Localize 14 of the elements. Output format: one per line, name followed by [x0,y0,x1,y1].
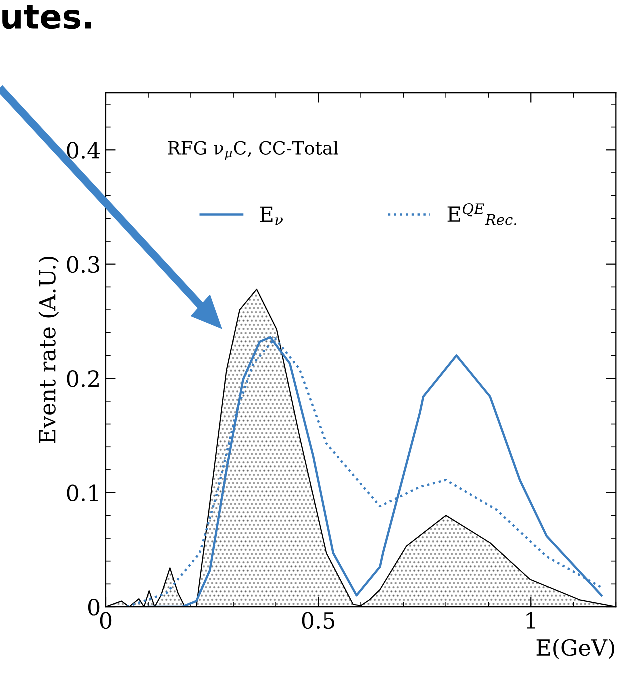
x-tick-label: 0 [100,612,112,630]
y-tick-label: 0.3 [67,256,100,274]
x-tick-label: 0.5 [302,612,335,630]
y-tick-label: 0.1 [67,484,98,502]
legend-label: E$_{ν}$ [260,206,283,226]
x-axis-title: E(GeV) [536,638,614,660]
y-axis-title: Event rate (A.U.) [38,257,60,444]
y-tick-label: 0.4 [67,142,100,159]
x-tick-label: 1 [526,612,536,629]
y-tick-label: 0 [88,598,100,616]
legend-label: E$^{QE}$$_{Rec.}$ [448,204,516,226]
annotation: RFG ν$_{μ}$C, CC-Total [168,140,339,160]
text: utes. [2,5,92,30]
y-tick-label: 0.2 [67,370,99,388]
